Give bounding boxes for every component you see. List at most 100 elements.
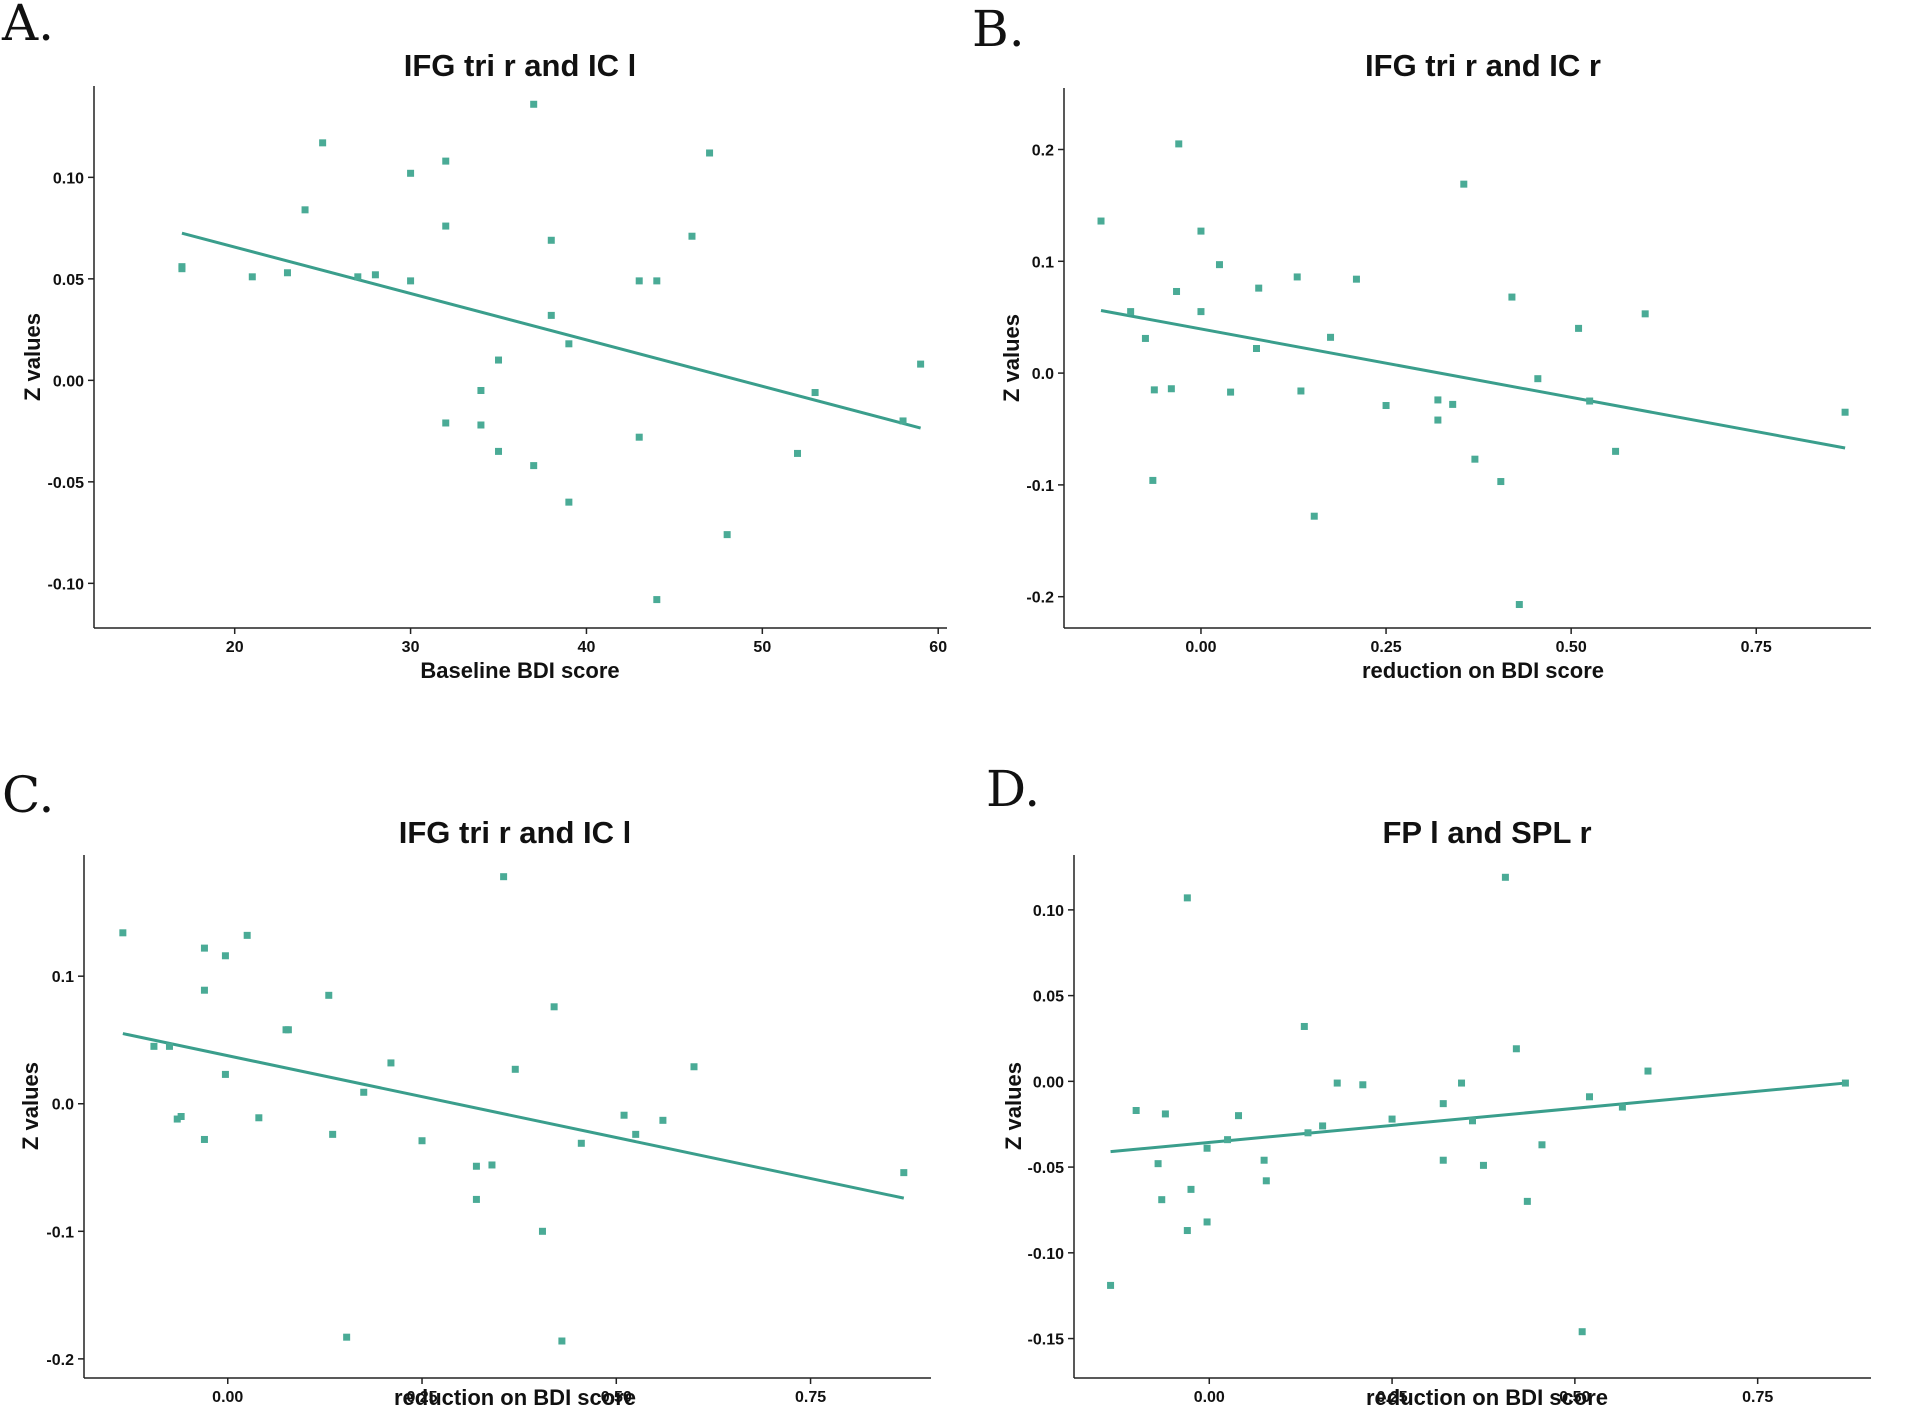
panel-b-x-tick-label: 0.50 (1556, 639, 1587, 656)
panel-b-fit-line (1100, 309, 1846, 450)
panel-d-point (1187, 1185, 1195, 1193)
panel-a-y-axis-label: Z values (20, 313, 45, 401)
panel-b-point (1841, 408, 1849, 416)
panel-d-point (1235, 1112, 1243, 1120)
panel-a-ticks: 20 30 40 50 60 -0.10 -0.05 0.00 0.05 0.10 (48, 170, 948, 656)
panel-b-point (1534, 375, 1542, 383)
panel-b-ticks: 0.00 0.25 0.50 0.75 -0.2 -0.1 0.0 0.1 0.2 (1026, 142, 1771, 656)
panel-d-point (1132, 1106, 1140, 1114)
panel-d-x-tick-label: 0.75 (1742, 1389, 1773, 1406)
panel-a-point (547, 236, 555, 244)
panel-c-point (659, 1116, 667, 1124)
panel-c-y-axis-label: Z values (18, 1062, 43, 1150)
panel-b-x-tick-label: 0.00 (1185, 639, 1216, 656)
panel-b-y-tick-label: 0.1 (1032, 254, 1054, 271)
panel-b-point (1508, 293, 1516, 301)
panel-a-letter: A. (1, 0, 54, 52)
panel-c-point (500, 873, 508, 881)
panel-b-point (1586, 397, 1594, 405)
panel-b-point (1449, 400, 1457, 408)
panel-c-point (200, 944, 208, 952)
panel-a-x-tick-label: 40 (578, 639, 596, 656)
panel-a-point (530, 100, 538, 108)
panel-b-point (1097, 217, 1105, 225)
panel-d-letter: D. (986, 760, 1040, 818)
panel-c-point (511, 1065, 519, 1073)
panel-c-fit-line (122, 1032, 905, 1200)
panel-a-point (495, 356, 503, 364)
panel-b-point (1352, 275, 1360, 283)
panel-d-point (1585, 1093, 1593, 1101)
panel-d-y-tick-label: -0.10 (1028, 1246, 1065, 1263)
panel-b-point (1197, 227, 1205, 235)
panel-d-y-tick-label: 0.00 (1033, 1074, 1064, 1091)
panel-c-point (221, 1070, 229, 1078)
panel-c-point (150, 1042, 158, 1050)
panel-d-point (1161, 1110, 1169, 1118)
panel-d-point (1107, 1281, 1115, 1289)
panel-b-point (1167, 385, 1175, 393)
panel-c-point (329, 1130, 337, 1138)
panel-a-point (530, 462, 538, 470)
panel-b-point (1127, 308, 1135, 316)
panel-d-point (1439, 1100, 1447, 1108)
panel-a-point (917, 360, 925, 368)
panel-d-y-tick-label: -0.15 (1028, 1332, 1065, 1349)
panel-d-point (1359, 1081, 1367, 1089)
panel-a-point (635, 433, 643, 441)
panel-d-point (1841, 1079, 1849, 1087)
panel-b-point (1641, 310, 1649, 318)
panel-d-point (1224, 1136, 1232, 1144)
panel-b-point (1150, 386, 1158, 394)
panel-b-point (1255, 284, 1263, 292)
panel-a-point (635, 277, 643, 285)
panel-d-point (1501, 873, 1509, 881)
panel-a-point (178, 263, 186, 271)
panel-d-y-axis-label: Z values (1001, 1062, 1026, 1150)
panel-d-point (1333, 1079, 1341, 1087)
panel-a-point (477, 421, 485, 429)
panel-c-point (325, 991, 333, 999)
panel-a-y-tick-label: 0.10 (53, 170, 84, 187)
panel-b-point (1471, 455, 1479, 463)
panel-b-x-tick-label: 0.75 (1741, 639, 1772, 656)
panel-c-point (550, 1003, 558, 1011)
panel-a-fit-line (181, 231, 922, 430)
panel-d-point (1203, 1218, 1211, 1226)
panel-c-point (165, 1042, 173, 1050)
panel-a-y-tick-label: 0.00 (53, 373, 84, 390)
panel-a-point (811, 389, 819, 397)
panel-b-x-tick-label: 0.25 (1370, 639, 1401, 656)
panel-a-y-tick-label: -0.05 (48, 475, 85, 492)
panel-d-point (1183, 894, 1191, 902)
panel-a-point (688, 232, 696, 240)
panel-c-point (488, 1161, 496, 1169)
panel-d-point (1578, 1328, 1586, 1336)
panel-c-point (577, 1139, 585, 1147)
panel-c-point (243, 931, 251, 939)
panel-c-point (900, 1169, 908, 1177)
panel-c-title: IFG tri r and IC l (399, 815, 632, 850)
panel-b-title: IFG tri r and IC r (1365, 48, 1601, 83)
panel-c-ticks: 0.00 0.25 0.50 0.75 -0.2 -0.1 0.0 0.1 (46, 969, 826, 1406)
panel-c-point (119, 929, 127, 937)
panel-b-x-axis-label: reduction on BDI score (1362, 658, 1604, 683)
panel-c-x-axis-label: reduction on BDI score (394, 1385, 636, 1408)
panel-b-y-tick-label: -0.1 (1026, 478, 1054, 495)
panel-d-point (1479, 1161, 1487, 1169)
panel-a-point (565, 498, 573, 506)
panel-c-x-tick-label: 0.50 (601, 1389, 632, 1406)
panel-a-x-tick-label: 20 (226, 639, 244, 656)
panel-b-letter: B. (972, 0, 1025, 58)
panel-b-y-tick-label: -0.2 (1026, 590, 1054, 607)
panel-a-point (319, 139, 327, 147)
panel-d-point (1203, 1144, 1211, 1152)
panel-d-point (1644, 1067, 1652, 1075)
panel-b-point (1175, 140, 1183, 148)
panel-a-point (354, 273, 362, 281)
panel-d-point (1618, 1103, 1626, 1111)
panel-a-point (565, 340, 573, 348)
panel-d-point (1538, 1141, 1546, 1149)
panel-d: D. FP l and SPL r reduction on BDI score… (986, 760, 1871, 1408)
